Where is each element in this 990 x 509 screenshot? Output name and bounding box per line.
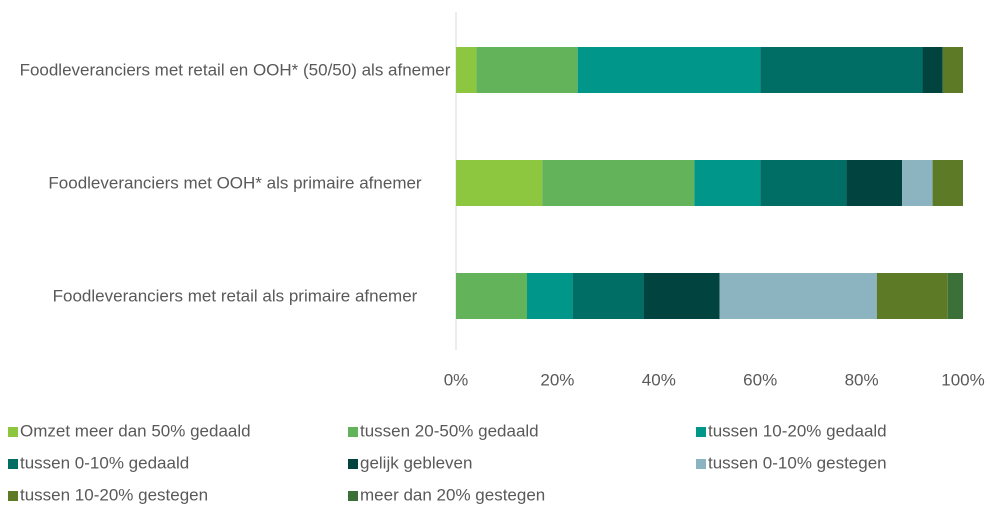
legend-label: tussen 0-10% gedaald xyxy=(20,453,189,472)
legend-label: tussen 10-20% gestegen xyxy=(20,485,208,504)
bar-segment xyxy=(456,47,477,93)
bar-segment xyxy=(932,160,963,206)
bar-segment xyxy=(694,160,761,206)
x-tick-label: 40% xyxy=(642,370,676,389)
bar-segment xyxy=(456,273,527,319)
bar-segment xyxy=(719,273,877,319)
legend-marker xyxy=(8,491,18,501)
x-tick-label: 100% xyxy=(941,370,984,389)
bar-segment xyxy=(526,273,573,319)
x-tick-label: 60% xyxy=(743,370,777,389)
bar-segment xyxy=(846,160,903,206)
x-tick-label: 0% xyxy=(444,370,469,389)
bar-segment xyxy=(476,47,578,93)
bar-segment xyxy=(760,47,923,93)
bar-segment xyxy=(577,47,761,93)
legend-label: tussen 10-20% gedaald xyxy=(708,421,887,440)
legend-marker xyxy=(8,427,18,437)
bar-segment xyxy=(760,160,847,206)
legend-marker xyxy=(696,427,706,437)
bar-segment xyxy=(643,273,720,319)
legend-label: Omzet meer dan 50% gedaald xyxy=(20,421,251,440)
x-tick-label: 20% xyxy=(540,370,574,389)
bar-segment xyxy=(922,47,943,93)
legend-marker xyxy=(8,459,18,469)
bar-segment xyxy=(947,273,963,319)
bar-segment xyxy=(572,273,644,319)
category-label: Foodleveranciers met retail als primaire… xyxy=(52,286,418,306)
bar-segment xyxy=(542,160,695,206)
legend-label: tussen 0-10% gestegen xyxy=(708,453,887,472)
category-label: Foodleveranciers met retail en OOH* (50/… xyxy=(19,60,451,80)
legend-marker xyxy=(696,459,706,469)
legend-label: gelijk gebleven xyxy=(360,453,472,472)
legend-label: meer dan 20% gestegen xyxy=(360,485,545,504)
x-tick-label: 80% xyxy=(845,370,879,389)
bar-segment xyxy=(942,47,963,93)
legend-marker xyxy=(348,459,358,469)
bar-segment xyxy=(456,160,543,206)
legend-label: tussen 20-50% gedaald xyxy=(360,421,539,440)
legend-marker xyxy=(348,427,358,437)
legend-marker xyxy=(348,491,358,501)
bar-segment xyxy=(902,160,933,206)
bar-segment xyxy=(876,273,948,319)
category-label: Foodleveranciers met OOH* als primaire a… xyxy=(48,173,422,193)
